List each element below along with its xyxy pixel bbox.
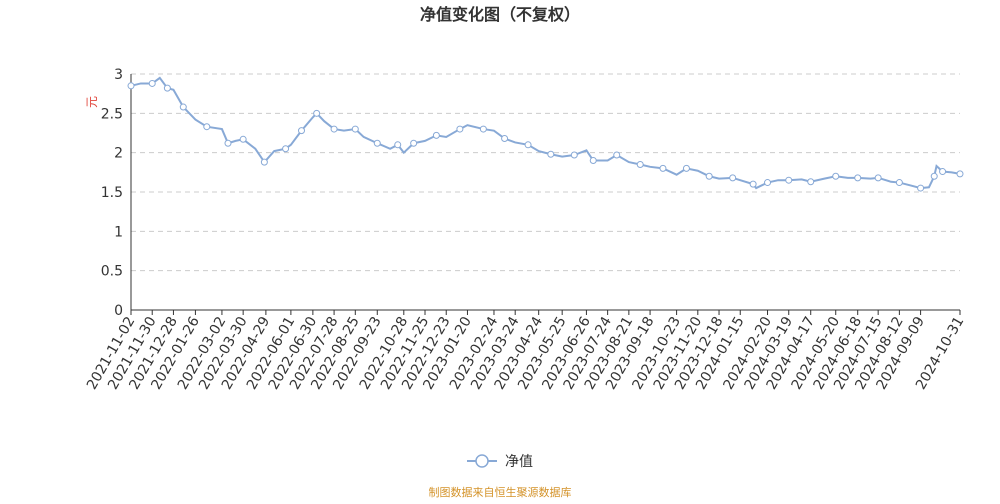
data-point [524, 141, 532, 149]
data-point [394, 141, 402, 149]
data-point [682, 164, 690, 172]
y-tick-label: 1 [114, 224, 123, 240]
data-line [130, 76, 961, 190]
data-point [659, 164, 667, 172]
data-point [854, 174, 862, 182]
y-tick-label: 3 [114, 67, 123, 83]
data-point [127, 82, 135, 90]
data-point [589, 157, 597, 165]
data-point [570, 151, 578, 159]
data-point [203, 123, 211, 131]
data-point [260, 158, 268, 166]
y-axis-label: 元 [85, 96, 99, 108]
data-point [330, 125, 338, 133]
data-point [373, 139, 381, 147]
y-tick-label: 2 [114, 146, 123, 162]
y-tick-label: 2.5 [101, 106, 123, 122]
chart-title: 净值变化图（不复权） [420, 5, 580, 24]
y-tick-label: 0 [114, 303, 123, 319]
data-point [956, 170, 964, 178]
data-point [895, 179, 903, 187]
data-point [547, 150, 555, 158]
legend-label: 净值 [505, 454, 533, 470]
data-point [939, 168, 947, 176]
data-point [163, 84, 171, 92]
data-point [313, 109, 321, 117]
data-point [832, 172, 840, 180]
data-point [807, 178, 815, 186]
data-point [239, 135, 247, 143]
data-point [224, 139, 232, 147]
data-point [917, 184, 925, 192]
legend-marker [475, 454, 489, 468]
data-point [749, 180, 757, 188]
data-point [148, 79, 156, 87]
data-point [456, 125, 464, 133]
data-point [432, 131, 440, 139]
data-point [179, 103, 187, 111]
data-point [764, 179, 772, 187]
source-note: 制图数据来自恒生聚源数据库 [429, 485, 572, 499]
data-point [785, 176, 793, 184]
data-point [282, 145, 290, 153]
data-point [501, 135, 509, 143]
y-tick-label: 1.5 [101, 185, 123, 201]
data-point [705, 172, 713, 180]
data-point [479, 125, 487, 133]
data-point [613, 151, 621, 159]
data-point [351, 125, 359, 133]
y-tick-label: 0.5 [101, 264, 123, 280]
data-point [729, 174, 737, 182]
data-point [410, 139, 418, 147]
data-point [874, 174, 882, 182]
data-point [297, 127, 305, 135]
data-point [636, 160, 644, 168]
data-point [930, 172, 938, 180]
